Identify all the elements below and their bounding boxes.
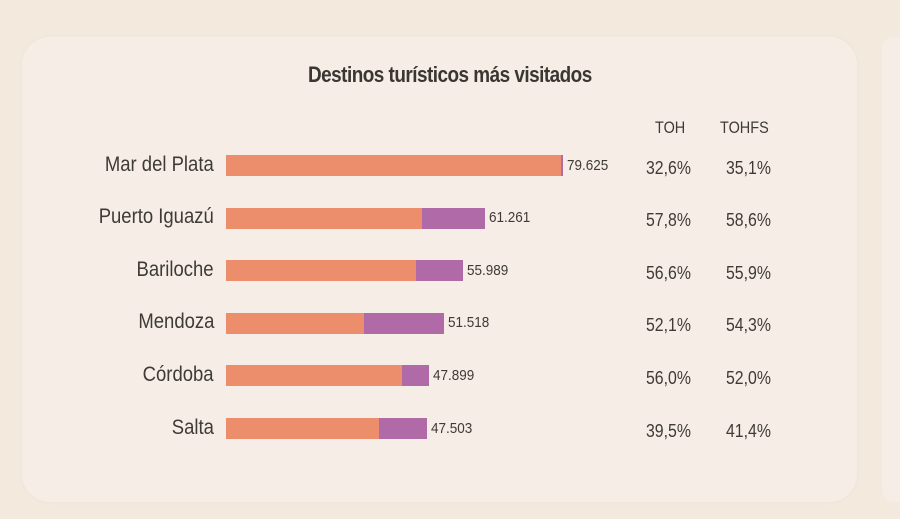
tohfs-value: 58,6% [726, 210, 771, 231]
bar-segment-1 [226, 365, 402, 387]
bar-value-label: 47.503 [431, 419, 473, 437]
tohfs-value: 54,3% [726, 315, 771, 336]
bar-segment-1 [226, 418, 379, 439]
bar-segment-1 [226, 207, 422, 229]
category-label: Mendoza [137, 310, 214, 334]
adjacent-card-edge [882, 37, 900, 502]
tohfs-value: 35,1% [726, 157, 771, 178]
category-label: Salta [171, 415, 214, 439]
bar-segment-2 [421, 207, 486, 229]
tohfs-value: 52,0% [726, 367, 771, 388]
bar-segment-2 [401, 365, 429, 387]
bar-value-label: 51.518 [448, 314, 490, 332]
bar-segment-2 [415, 260, 463, 282]
bar-value-label: 79.625 [567, 156, 609, 174]
tohfs-value: 41,4% [726, 420, 771, 441]
chart-title: Destinos turísticos más visitados [308, 62, 592, 87]
category-label: Puerto Iguazú [98, 205, 214, 229]
category-label: Córdoba [143, 362, 214, 386]
bar-segment-2 [363, 312, 445, 334]
tohfs-value: 55,9% [726, 262, 771, 283]
bar-segment-1 [226, 260, 416, 282]
toh-value: 57,8% [646, 210, 691, 231]
bar-segment-2 [560, 155, 563, 176]
category-label: Mar del Plata [105, 152, 214, 176]
toh-value: 56,6% [646, 262, 691, 283]
bar-value-label: 47.899 [432, 366, 475, 384]
category-label: Bariloche [136, 257, 214, 281]
toh-value: 56,0% [646, 367, 691, 388]
bar-segment-1 [226, 155, 561, 176]
bar-segment-1 [226, 312, 364, 334]
toh-value: 32,6% [646, 157, 691, 178]
toh-value: 52,1% [646, 315, 691, 336]
bar-value-label: 61.261 [489, 209, 531, 227]
bar-value-label: 55.989 [466, 261, 509, 279]
column-header-toh: TOH [655, 118, 686, 137]
toh-value: 39,5% [646, 420, 691, 441]
bar-segment-2 [378, 418, 428, 439]
column-header-tohfs: TOHFS [720, 118, 769, 137]
